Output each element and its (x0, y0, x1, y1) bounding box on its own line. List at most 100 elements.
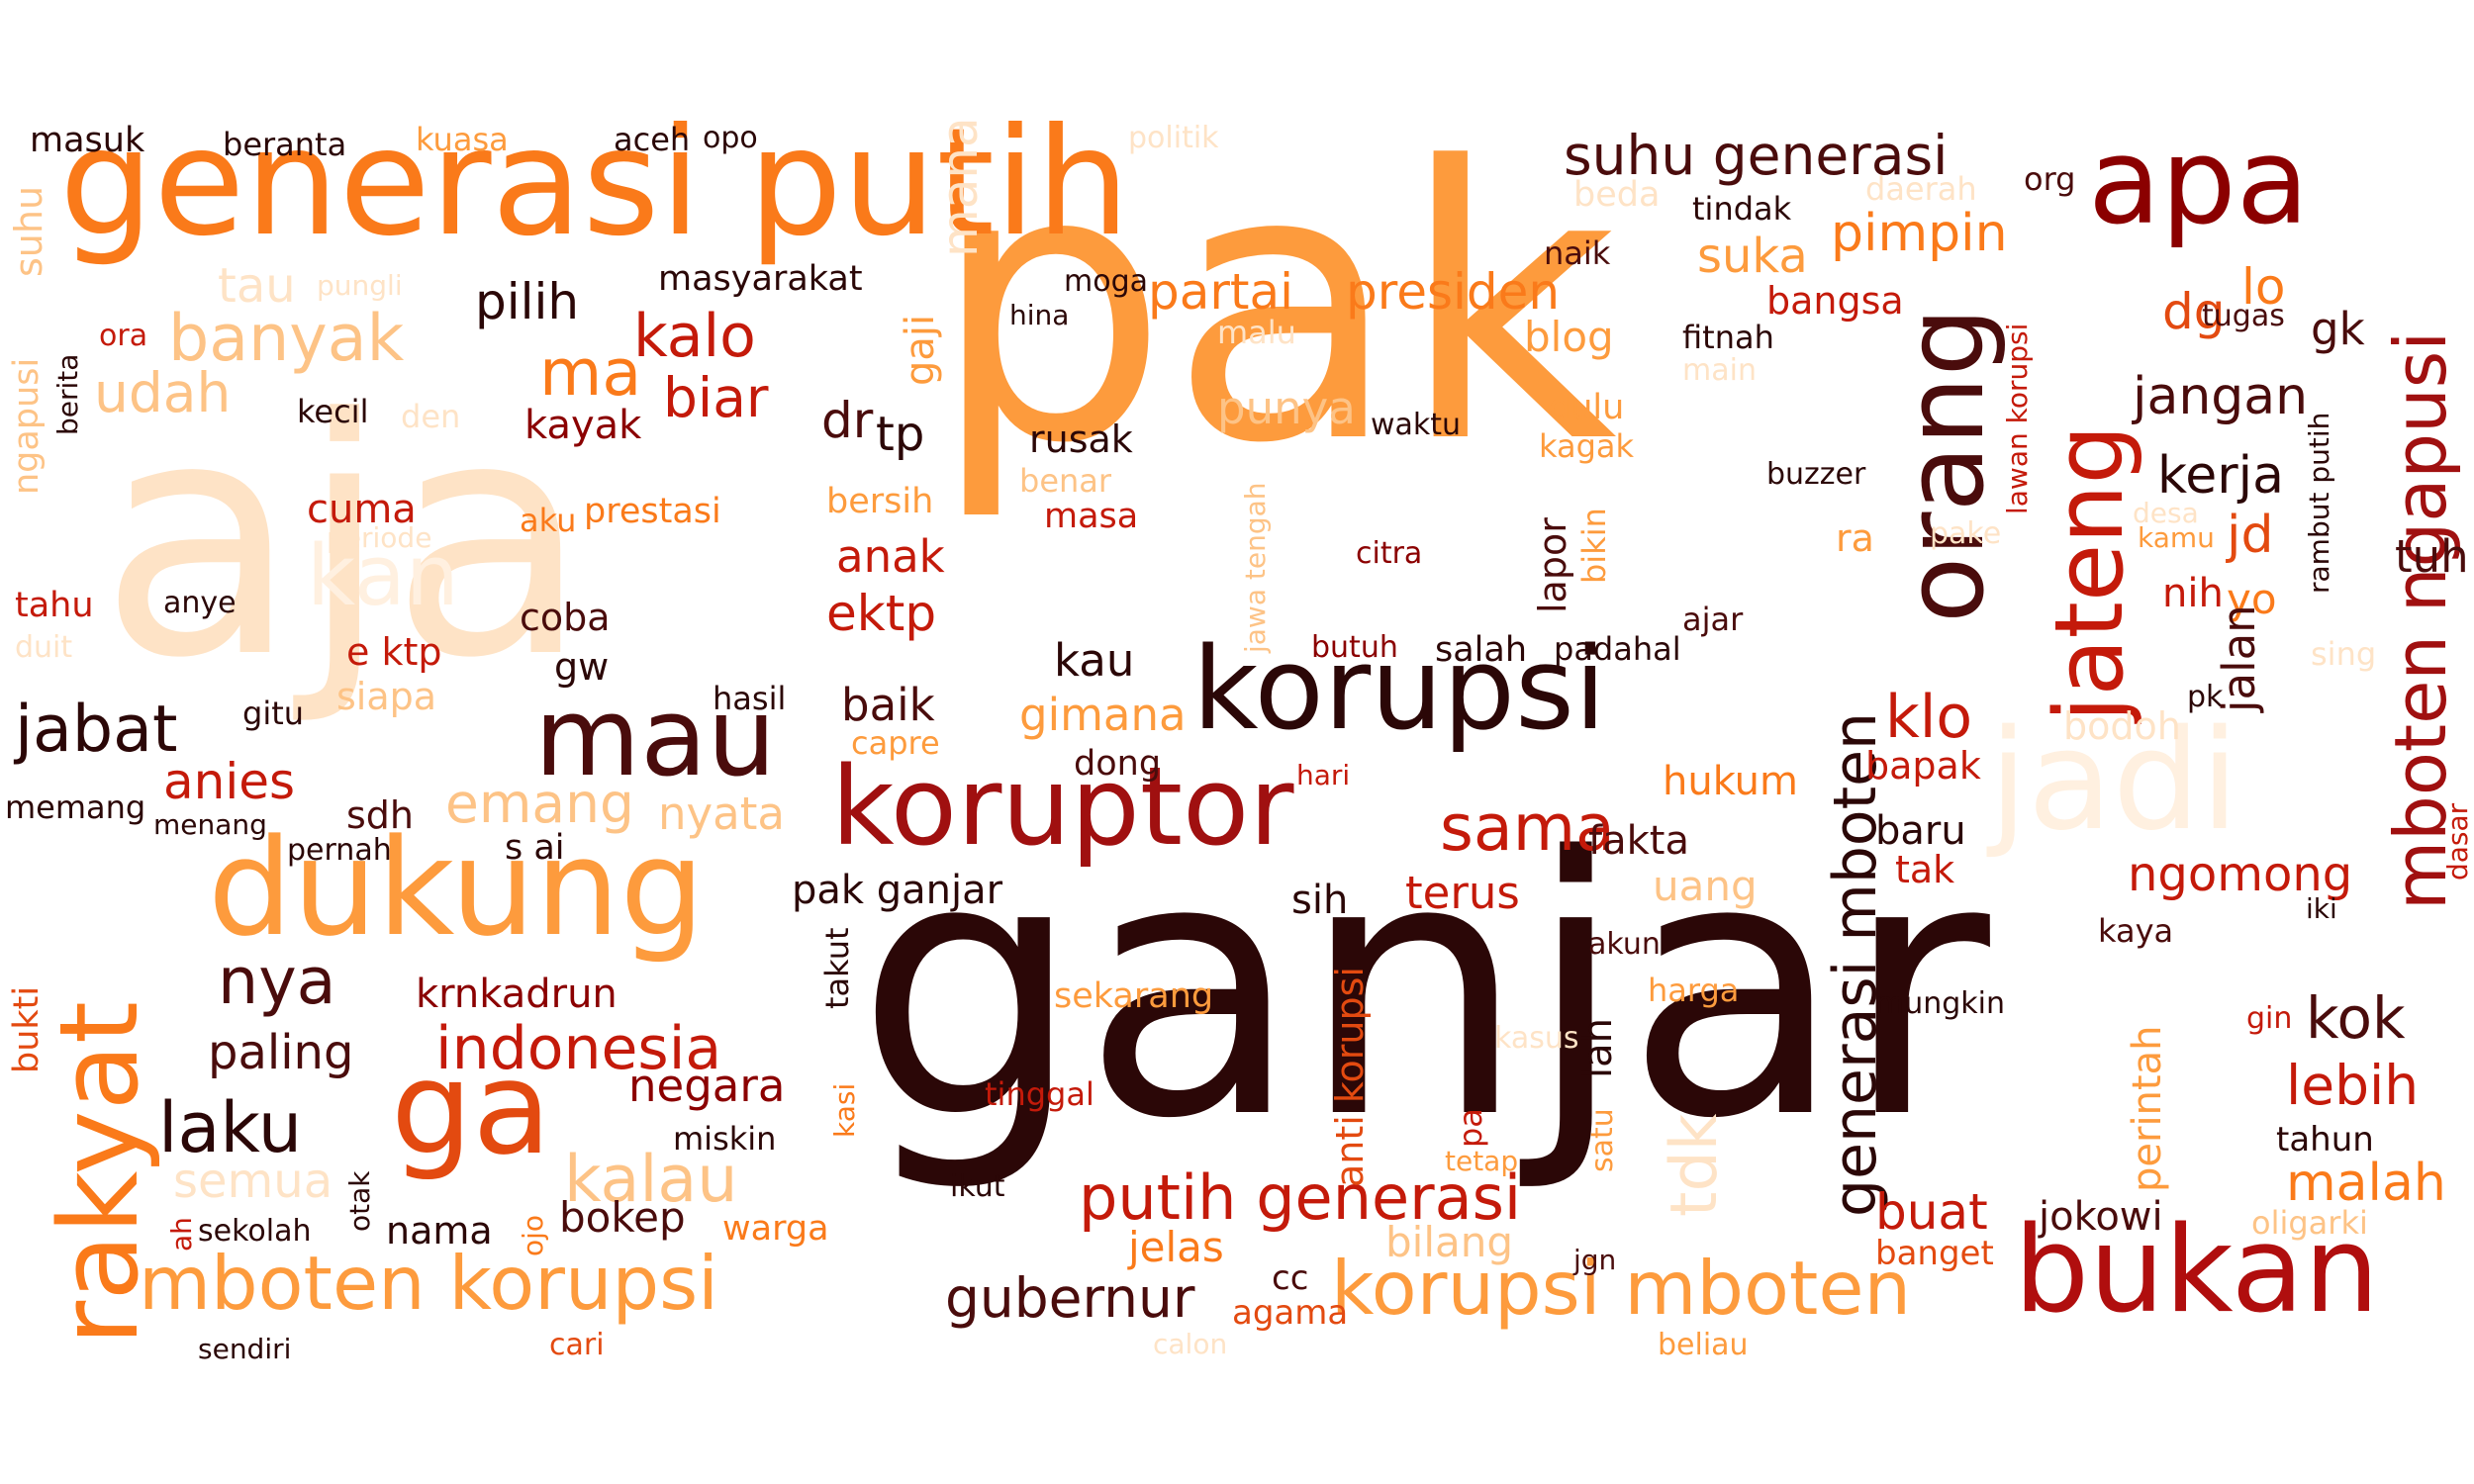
word-calon: calon (1153, 1328, 1228, 1360)
word-ra: ra (1836, 516, 1874, 560)
word-kok: kok (2306, 984, 2406, 1052)
word-terus: terus (1405, 867, 1520, 919)
word-harga: harga (1648, 972, 1740, 1009)
word-main: main (1682, 353, 1757, 388)
word-beranta: beranta (223, 126, 347, 163)
word-semua: semua (173, 1154, 333, 1209)
word-buat: buat (1875, 1183, 1988, 1241)
word-akun: akun (1588, 927, 1661, 962)
word-kalau: kalau (564, 1143, 738, 1217)
word-salah: salah (1435, 630, 1528, 670)
word-sdh: sdh (346, 793, 415, 837)
word-sing: sing (2311, 635, 2377, 673)
word-tau: tau (218, 258, 296, 314)
word-berita: berita (51, 353, 84, 435)
word-kau: kau (1054, 634, 1135, 687)
word-politik: politik (1128, 121, 1219, 155)
word-ora: ora (99, 319, 148, 353)
word-kagak: kagak (1539, 427, 1635, 465)
word-pa: pa (1452, 1108, 1489, 1148)
word-dg: dg (2162, 283, 2226, 340)
word-suhu: suhu (7, 185, 50, 277)
word-takut: takut (818, 927, 856, 1009)
word-s-ai: s ai (505, 828, 565, 868)
word-jateng: jateng (2036, 424, 2144, 722)
word-hukum: hukum (1663, 759, 1798, 804)
word-kan: kan (307, 527, 459, 625)
word-bokep: bokep (559, 1193, 686, 1242)
word-ajar: ajar (1682, 601, 1744, 638)
word-jelas: jelas (1128, 1223, 1224, 1271)
word-ektp: ektp (826, 585, 937, 642)
word-tp: tp (876, 407, 925, 462)
word-kamu: kamu (2138, 521, 2215, 554)
word-kayak: kayak (524, 403, 642, 448)
word-memang: memang (5, 788, 146, 826)
word-sekarang: sekarang (1054, 976, 1214, 1016)
word-aja: aja (99, 349, 591, 729)
word-hari: hari (1296, 759, 1351, 791)
word-anies: anies (163, 753, 296, 810)
word-kecil: kecil (297, 393, 369, 430)
word-prestasi: prestasi (584, 492, 721, 531)
word-krnkadrun: krnkadrun (416, 972, 618, 1017)
word-tahu: tahu (15, 586, 94, 625)
word-ganjar: ganjar (856, 782, 1990, 1196)
word-malah: malah (2286, 1154, 2446, 1213)
word-banyak: banyak (168, 302, 405, 376)
word-capre: capre (851, 724, 940, 762)
word-bilang: bilang (1385, 1218, 1514, 1266)
word-tuh: tuh (2395, 530, 2469, 583)
word-presiden: presiden (1346, 263, 1561, 321)
word-oligarki: oligarki (2251, 1204, 2368, 1242)
word-fakta: fakta (1588, 818, 1689, 864)
word-jabat: jabat (15, 693, 178, 767)
word-bapak: bapak (1865, 744, 1981, 788)
word-mana: mana (931, 117, 989, 257)
word-korupsi-mboten: korupsi mboten (1331, 1245, 1912, 1332)
word-ngapusi: ngapusi (7, 357, 47, 495)
word-ojo: ojo (517, 1214, 549, 1256)
word-sendiri: sendiri (198, 1333, 292, 1365)
word-hina: hina (1009, 299, 1070, 331)
word-lapor: lapor (1531, 517, 1574, 613)
word-org: org (2024, 160, 2076, 198)
word-lawan-korupsi: lawan korupsi (2001, 323, 2034, 514)
word-bangsa: bangsa (1766, 279, 1904, 323)
word-negara: negara (628, 1060, 786, 1112)
word-cuma: cuma (307, 487, 417, 532)
word-lebih: lebih (2286, 1054, 2420, 1117)
word-dr: dr (821, 392, 874, 449)
word-gimana: gimana (1019, 689, 1187, 741)
word-aceh: aceh (614, 121, 691, 158)
word-gaji: gaji (898, 314, 943, 386)
word-rusak: rusak (1029, 417, 1133, 461)
word-pungli: pungli (317, 269, 403, 302)
word-tahun: tahun (2276, 1120, 2374, 1159)
word-korupsi: korupsi (1192, 623, 1606, 756)
word-e-ktp: e ktp (346, 630, 442, 674)
word-sekolah: sekolah (198, 1214, 312, 1249)
word-tindak: tindak (1692, 190, 1792, 228)
word-tinggal: tinggal (985, 1075, 1094, 1113)
word-nama: nama (386, 1209, 493, 1252)
word-indonesia: indonesia (435, 1014, 722, 1083)
word-daerah: daerah (1865, 170, 1977, 208)
word-opo: opo (703, 121, 758, 155)
word-dong: dong (1074, 744, 1162, 784)
word-biar: biar (663, 366, 769, 429)
word-putih-generasi: putih generasi (1079, 1161, 1522, 1234)
word-anak: anak (836, 530, 945, 583)
word-pimpin: pimpin (1831, 204, 2008, 263)
word-butuh: butuh (1311, 630, 1398, 665)
word-rambut-putih: rambut putih (2303, 412, 2335, 594)
word-moga: moga (1064, 264, 1149, 299)
word-malu: malu (1217, 314, 1296, 351)
word-citra: citra (1356, 536, 1423, 571)
word-lah: lah (1575, 1018, 1621, 1078)
word-beliau: beliau (1658, 1328, 1749, 1362)
word-ah: ah (165, 1217, 198, 1252)
word-paling: paling (208, 1025, 354, 1080)
word-pake: pake (1930, 516, 2002, 551)
word-laku: laku (158, 1087, 303, 1168)
